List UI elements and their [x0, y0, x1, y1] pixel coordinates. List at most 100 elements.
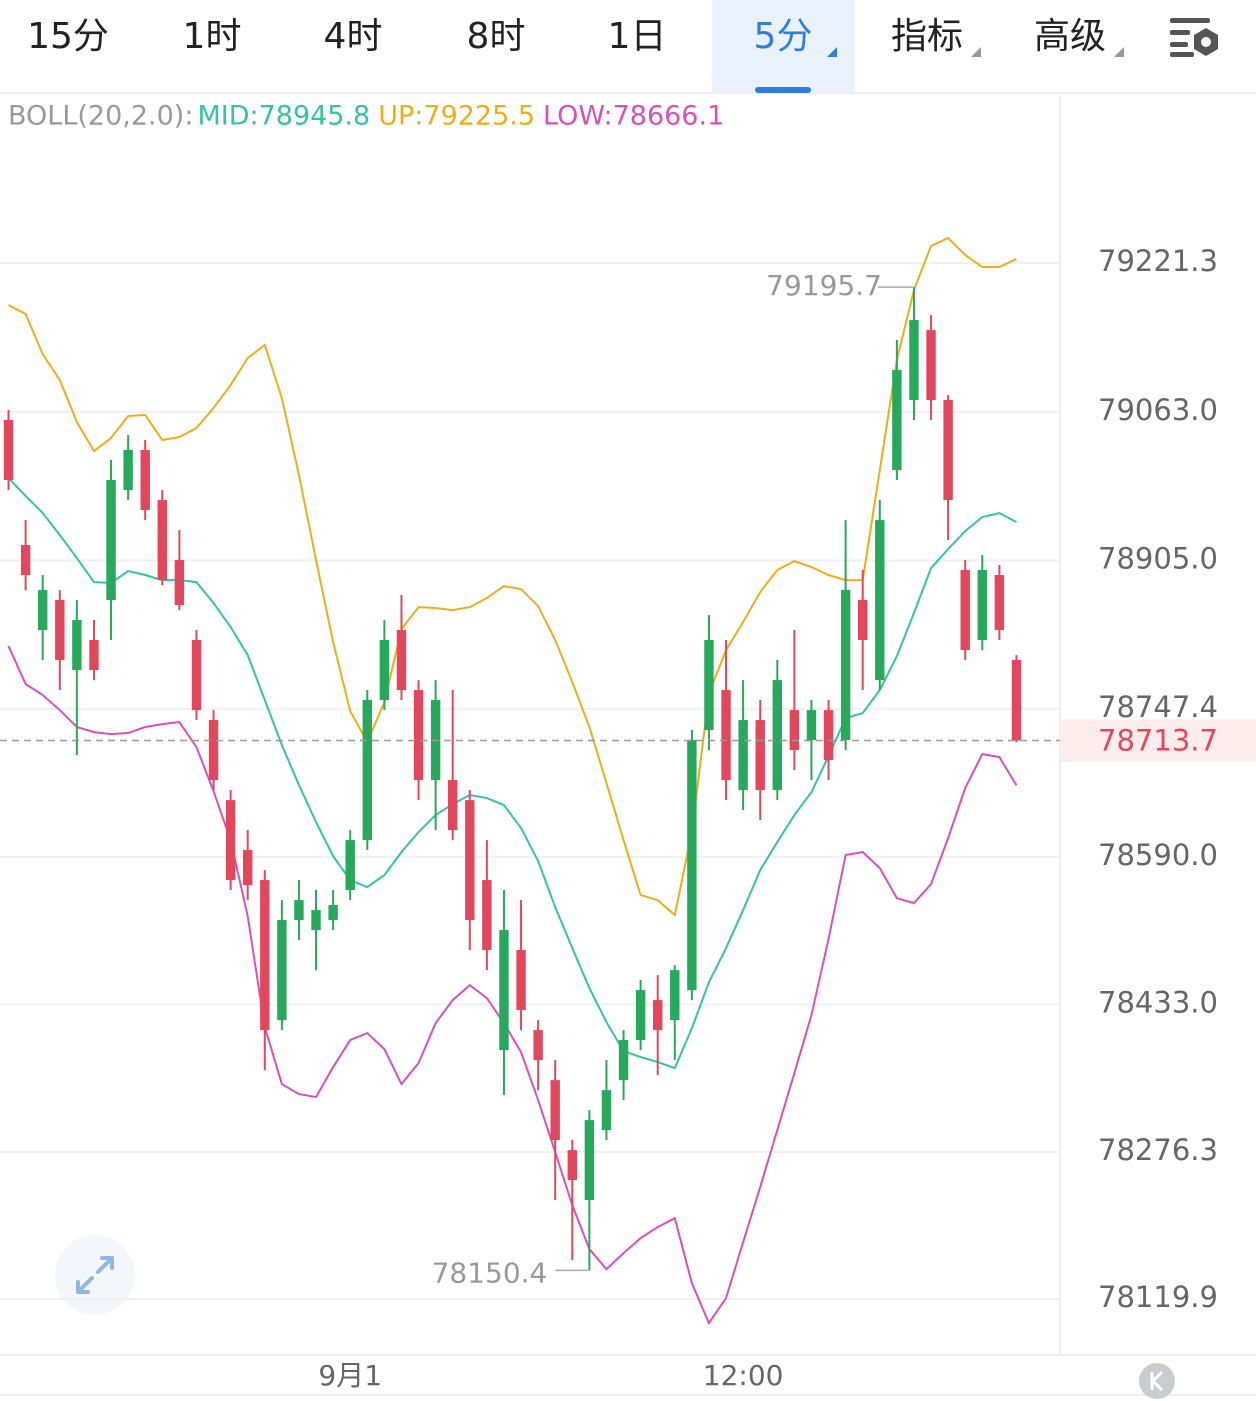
candle-body	[755, 720, 765, 791]
dropdown-caret	[971, 47, 981, 57]
candle-body	[328, 905, 338, 921]
x-tick-label: 9月1	[318, 1359, 382, 1392]
tab-label: 15分	[27, 16, 109, 57]
candle-body	[670, 970, 680, 1021]
candle-body	[687, 740, 697, 991]
candle-body	[499, 930, 509, 1051]
candle-body	[208, 720, 219, 781]
candle-body	[635, 990, 646, 1041]
candle-body	[567, 1150, 577, 1181]
candle-body	[1011, 660, 1022, 741]
indicator-label: BOLL(20,2.0):	[8, 101, 193, 132]
candle-body	[89, 640, 99, 671]
settings-icon[interactable]	[1170, 18, 1218, 57]
candle-body	[140, 450, 150, 511]
candle-body	[55, 600, 65, 661]
x-tick-label: 12:00	[703, 1359, 784, 1392]
candle-body	[806, 710, 817, 741]
tab-label: 1时	[183, 16, 242, 57]
candle-body	[533, 1030, 543, 1061]
icon-bar	[1170, 42, 1188, 47]
candle-body	[413, 690, 424, 781]
last-price-bg	[1060, 719, 1256, 762]
candle-body	[157, 500, 167, 581]
tab[interactable]: 1日	[608, 16, 667, 57]
low-label: 78150.4	[432, 1256, 548, 1289]
last-price-label: 78713.7	[1098, 723, 1218, 757]
band-line	[7, 645, 1018, 1326]
candle-body	[550, 1080, 560, 1141]
y-tick-label: 78276.3	[1098, 1133, 1218, 1167]
candle-body	[379, 640, 390, 701]
candle-body	[225, 800, 236, 881]
button-bg	[1139, 1363, 1175, 1399]
candle-body	[396, 630, 407, 691]
tab-label: 指标	[891, 16, 963, 57]
candle-body	[926, 330, 936, 401]
candle-body	[738, 720, 748, 791]
tab-label: 1日	[608, 16, 667, 57]
candle-body	[243, 850, 253, 886]
dropdown-caret	[1114, 47, 1124, 57]
y-tick-label: 78905.0	[1098, 542, 1218, 576]
candle-body	[892, 370, 902, 471]
y-tick-label: 78590.0	[1098, 838, 1218, 872]
candle-body	[858, 600, 868, 641]
tab[interactable]: 指标	[891, 16, 981, 57]
candle-body	[618, 1040, 629, 1081]
candle-body	[362, 700, 372, 841]
candle-body	[465, 800, 475, 921]
candle-body	[653, 1000, 663, 1031]
candle-body	[311, 910, 321, 931]
candle-body	[174, 560, 185, 606]
tab-label: 5分	[754, 16, 813, 57]
expand-button[interactable]	[55, 1235, 135, 1315]
candle-body	[977, 570, 987, 641]
candle-body	[191, 640, 202, 711]
candle-body	[943, 400, 953, 501]
tab-label: 4时	[324, 16, 383, 57]
candle-body	[584, 1120, 595, 1201]
dropdown-caret	[827, 47, 837, 57]
y-tick-label: 78747.4	[1098, 690, 1218, 724]
candle-body	[601, 1090, 612, 1131]
candle-body	[789, 710, 800, 751]
candle-body	[277, 920, 287, 1021]
k-button[interactable]	[1139, 1363, 1175, 1399]
candle-body	[260, 880, 270, 1031]
expand-icon	[76, 1256, 114, 1294]
icon-bar	[1170, 52, 1194, 57]
tab-bar: 15分 1时 4时 8时 1日 5分 指标 高级	[27, 0, 1124, 93]
tab[interactable]: 15分	[27, 16, 109, 57]
legend-entry: MID:78945.8	[197, 101, 370, 132]
k-icon	[1150, 1370, 1164, 1392]
candle-body	[3, 419, 14, 481]
candle-body	[840, 590, 851, 741]
tab[interactable]: 1时	[183, 16, 242, 57]
y-tick-label: 79063.0	[1098, 393, 1218, 427]
y-tick-label: 79221.3	[1098, 244, 1218, 278]
candle-body	[516, 950, 526, 1011]
candle-body	[294, 900, 304, 921]
candle-body	[72, 620, 82, 671]
candle-body	[994, 575, 1005, 631]
icon-bar	[1170, 30, 1190, 35]
tab[interactable]: 4时	[324, 16, 383, 57]
legend-entry: UP:79225.5	[378, 101, 535, 132]
tab-label: 高级	[1034, 16, 1106, 57]
tab[interactable]: 高级	[1034, 16, 1124, 57]
candle-body	[960, 570, 970, 651]
band-line	[8, 236, 1017, 917]
candle-body	[123, 450, 133, 491]
candle-body	[909, 320, 919, 401]
y-tick-label: 78433.0	[1098, 986, 1218, 1020]
y-tick-label: 78119.9	[1098, 1280, 1218, 1314]
candle-body	[823, 710, 834, 761]
candle-body	[345, 840, 355, 891]
tab[interactable]: 8时	[467, 16, 526, 57]
candle-body	[20, 545, 31, 576]
button-bg	[55, 1235, 135, 1315]
tab[interactable]: 5分	[712, 0, 855, 93]
